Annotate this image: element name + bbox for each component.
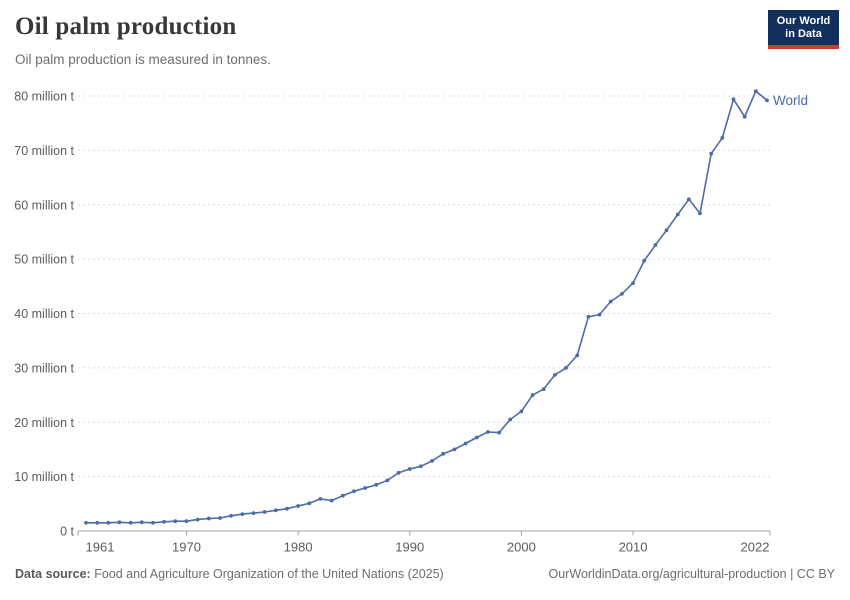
data-point[interactable] (597, 312, 602, 317)
data-point[interactable] (608, 299, 613, 304)
data-point[interactable] (117, 520, 122, 525)
data-point[interactable] (620, 292, 624, 296)
data-point[interactable] (162, 519, 167, 524)
data-point[interactable] (352, 489, 356, 494)
data-source-text: Food and Agriculture Organization of the… (90, 567, 444, 581)
x-tick-label: 2022 (741, 540, 770, 555)
data-point[interactable] (731, 97, 736, 102)
data-point[interactable] (84, 520, 88, 525)
data-point[interactable] (675, 212, 680, 217)
x-tick-label: 1970 (172, 540, 201, 555)
data-point[interactable] (765, 98, 769, 103)
data-point[interactable] (195, 517, 200, 522)
data-point[interactable] (151, 520, 155, 525)
x-tick-label: 2010 (619, 540, 648, 555)
data-point[interactable] (374, 482, 379, 487)
data-point[interactable] (452, 447, 457, 452)
data-point[interactable] (508, 417, 513, 422)
footer-link[interactable]: OurWorldinData.org/agricultural-producti… (548, 567, 835, 581)
x-tick-label: 2000 (507, 540, 536, 555)
data-point[interactable] (653, 243, 658, 247)
data-point[interactable] (106, 520, 111, 525)
series-label-world[interactable]: World (773, 93, 808, 108)
owid-logo-line2: in Data (785, 27, 822, 40)
chart-footer: Data source: Food and Agriculture Organi… (15, 567, 835, 581)
y-tick-label: 50 million t (14, 253, 74, 267)
data-source-label: Data source: (15, 567, 91, 581)
data-point[interactable] (642, 258, 647, 263)
data-point[interactable] (307, 501, 312, 506)
data-point[interactable] (218, 516, 222, 520)
data-point[interactable] (742, 114, 747, 119)
owid-logo-line1: Our World (776, 14, 831, 27)
y-tick-label: 10 million t (14, 470, 74, 484)
x-tick-label: 1990 (395, 540, 424, 555)
data-point[interactable] (541, 387, 546, 391)
data-point[interactable] (664, 228, 669, 233)
data-point[interactable] (407, 467, 412, 471)
data-point[interactable] (251, 511, 256, 515)
data-point[interactable] (586, 314, 591, 319)
data-point[interactable] (687, 197, 691, 202)
x-tick-label: 1961 (86, 540, 115, 555)
data-point[interactable] (184, 519, 189, 524)
data-point[interactable] (285, 506, 289, 511)
data-point[interactable] (720, 136, 725, 140)
chart-title: Oil palm production (15, 13, 237, 40)
data-point[interactable] (753, 89, 758, 93)
data-point[interactable] (419, 464, 423, 469)
data-point[interactable] (430, 459, 434, 463)
data-point[interactable] (575, 353, 580, 358)
y-tick-label: 30 million t (14, 361, 74, 375)
data-point[interactable] (698, 211, 702, 216)
data-point[interactable] (262, 510, 267, 514)
data-point[interactable] (340, 493, 345, 498)
line-chart-canvas[interactable]: 0 t 10 million t 20 million t 30 million t 4… (0, 0, 850, 560)
data-point[interactable] (273, 508, 278, 513)
data-point[interactable] (497, 430, 501, 435)
data-point[interactable] (530, 393, 535, 397)
data-point[interactable] (95, 520, 100, 525)
data-point[interactable] (139, 520, 144, 525)
data-point[interactable] (318, 497, 323, 501)
data-point[interactable] (229, 513, 234, 518)
data-point[interactable] (385, 478, 390, 483)
data-point[interactable] (206, 516, 211, 521)
data-point[interactable] (173, 519, 178, 524)
plot-line-world[interactable] (85, 90, 768, 524)
data-point[interactable] (441, 451, 446, 456)
chart-subtitle: Oil palm production is measured in tonne… (15, 52, 271, 67)
data-point[interactable] (631, 281, 635, 285)
data-point[interactable] (519, 409, 524, 414)
data-point[interactable] (296, 504, 300, 508)
data-point[interactable] (240, 512, 245, 516)
data-point[interactable] (329, 498, 334, 503)
y-tick-label: 70 million t (14, 144, 74, 158)
data-point[interactable] (709, 151, 714, 156)
data-point[interactable] (396, 470, 401, 475)
data-point[interactable] (474, 435, 479, 440)
y-tick-label: 40 million t (14, 307, 74, 321)
data-point[interactable] (363, 486, 367, 490)
y-tick-label: 80 million t (14, 90, 74, 104)
x-tick-label: 1980 (284, 540, 313, 555)
y-tick-label: 60 million t (14, 198, 74, 212)
data-point[interactable] (486, 430, 490, 434)
y-tick-label: 0 t (60, 525, 74, 539)
data-point[interactable] (128, 520, 133, 525)
y-tick-label: 20 million t (14, 416, 74, 430)
data-source: Data source: Food and Agriculture Organi… (15, 567, 444, 581)
owid-logo[interactable]: Our World in Data (768, 10, 839, 49)
data-point[interactable] (553, 373, 557, 377)
data-point[interactable] (564, 366, 568, 370)
data-point[interactable] (463, 441, 468, 446)
